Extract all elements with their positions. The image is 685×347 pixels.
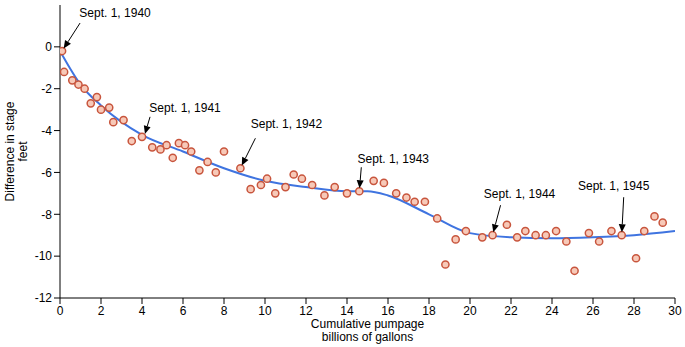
svg-text:-6: -6 (41, 166, 52, 180)
svg-text:24: 24 (545, 304, 559, 318)
svg-text:Sept. 1, 1941: Sept. 1, 1941 (149, 101, 221, 115)
svg-text:26: 26 (586, 304, 600, 318)
svg-text:Sept. 1, 1942: Sept. 1, 1942 (251, 117, 323, 131)
svg-text:0: 0 (57, 304, 64, 318)
svg-text:-10: -10 (35, 249, 53, 263)
svg-text:Sept. 1, 1940: Sept. 1, 1940 (79, 6, 151, 20)
svg-text:4: 4 (139, 304, 146, 318)
svg-text:12: 12 (299, 304, 313, 318)
svg-text:Sept. 1, 1943: Sept. 1, 1943 (358, 152, 430, 166)
svg-text:Sept. 1, 1945: Sept. 1, 1945 (578, 179, 650, 193)
svg-text:8: 8 (221, 304, 228, 318)
svg-text:16: 16 (381, 304, 395, 318)
svg-text:Sept. 1, 1944: Sept. 1, 1944 (484, 187, 556, 201)
svg-text:20: 20 (463, 304, 477, 318)
svg-text:28: 28 (627, 304, 641, 318)
svg-text:10: 10 (258, 304, 272, 318)
svg-text:-4: -4 (41, 124, 52, 138)
svg-text:Cumulative pumpagebillions of: Cumulative pumpagebillions of gallons (311, 317, 425, 344)
svg-text:30: 30 (668, 304, 677, 318)
svg-text:2: 2 (98, 304, 105, 318)
svg-text:22: 22 (504, 304, 518, 318)
svg-text:-12: -12 (35, 291, 53, 305)
svg-text:-8: -8 (41, 208, 52, 222)
svg-text:0: 0 (45, 40, 52, 54)
svg-text:Difference in stagefeet: Difference in stagefeet (8, 101, 30, 201)
svg-text:-2: -2 (41, 82, 52, 96)
svg-text:18: 18 (422, 304, 436, 318)
svg-text:6: 6 (180, 304, 187, 318)
svg-text:14: 14 (340, 304, 354, 318)
